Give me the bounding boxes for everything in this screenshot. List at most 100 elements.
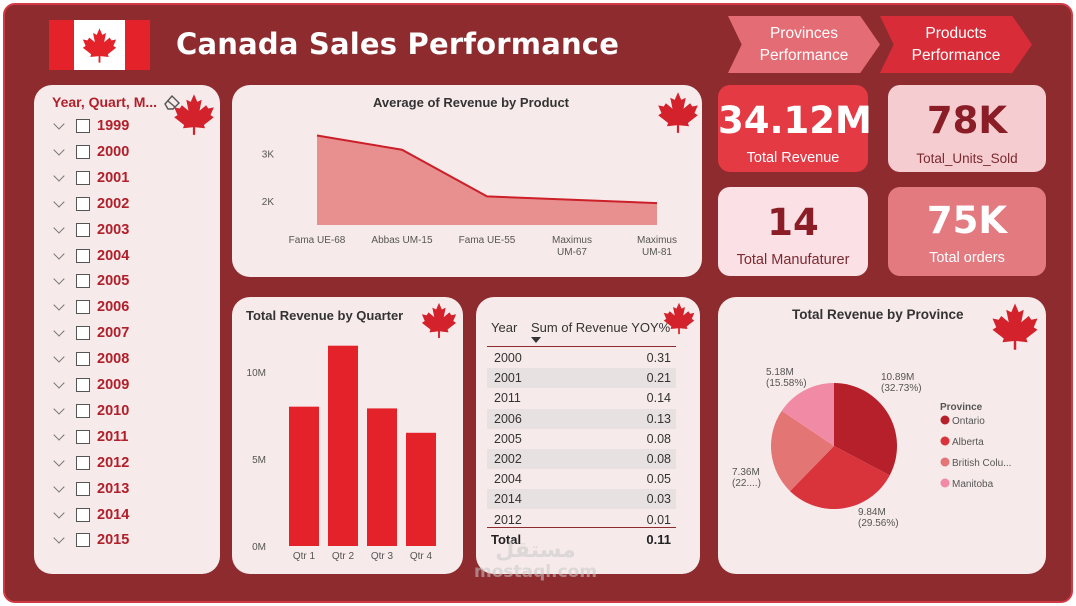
slicer-item-2000[interactable]: 2000 <box>52 142 129 162</box>
slicer-item-2004[interactable]: 2004 <box>52 246 129 266</box>
x-tick-label: UM-81 <box>642 247 672 258</box>
slicer-item-2015[interactable]: 2015 <box>52 530 129 550</box>
slicer-title: Year, Quart, M... <box>52 94 158 110</box>
chevron-down-icon[interactable] <box>52 223 66 237</box>
slicer-checkbox[interactable] <box>76 170 90 185</box>
table-cell-year: 2001 <box>494 371 522 386</box>
eraser-icon[interactable] <box>162 93 182 111</box>
x-tick-label: Qtr 1 <box>293 551 316 562</box>
avg-revenue-area-chart: 3K 2K Fama UE-68 Abbas UM-15 Fama UE-55 Maxim… <box>262 134 677 258</box>
chevron-down-icon[interactable] <box>52 274 66 288</box>
table-total-label: Total <box>491 532 522 547</box>
table-row[interactable]: 2002 0.08 <box>487 449 676 469</box>
nav-provinces-line2: Performance <box>759 46 849 64</box>
slicer-item-2009[interactable]: 2009 <box>52 375 129 395</box>
table-row[interactable]: 2004 0.05 <box>487 469 676 490</box>
slicer-item-2010[interactable]: 2010 <box>52 401 129 421</box>
chevron-down-icon[interactable] <box>52 352 66 366</box>
slicer-item-label: 2004 <box>97 247 130 264</box>
slicer-item-2007[interactable]: 2007 <box>52 323 129 343</box>
slicer-checkbox[interactable] <box>76 455 90 470</box>
slicer-checkbox[interactable] <box>76 144 90 159</box>
chevron-down-icon[interactable] <box>52 482 66 496</box>
slicer-checkbox[interactable] <box>76 222 90 237</box>
table-header-year[interactable]: Year <box>491 320 518 335</box>
table-cell-yoy: 0.31 <box>646 351 671 365</box>
slicer-item-label: 2000 <box>97 143 130 160</box>
table-row[interactable]: 2000 0.31 <box>487 348 676 368</box>
table-cell-yoy: 0.05 <box>646 472 671 487</box>
chevron-down-icon[interactable] <box>52 430 66 444</box>
chevron-down-icon[interactable] <box>52 326 66 340</box>
slicer-checkbox[interactable] <box>76 274 90 289</box>
bar-qtr-3 <box>367 408 397 546</box>
nav-products-line1: Products <box>925 24 987 42</box>
slicer-item-1999[interactable]: 1999 <box>52 116 129 136</box>
revenue-by-province-card: Total Revenue by Province Province 10.89M… <box>718 297 1046 574</box>
chevron-down-icon[interactable] <box>52 300 66 314</box>
chevron-down-icon[interactable] <box>52 197 66 211</box>
kpi-total-revenue: 34.12M Total Revenue <box>718 85 872 172</box>
chevron-down-icon[interactable] <box>52 533 66 547</box>
maple-leaf-icon <box>992 303 1038 350</box>
kpi-manufacturer-label: Total Manufaturer <box>736 252 850 268</box>
slicer-item-2012[interactable]: 2012 <box>52 453 129 473</box>
table-row[interactable]: 2005 0.08 <box>487 428 676 449</box>
chevron-down-icon[interactable] <box>52 119 66 133</box>
slicer-item-2013[interactable]: 2013 <box>52 479 129 499</box>
y-tick-label: 5M <box>252 455 266 466</box>
slicer-item-2003[interactable]: 2003 <box>52 220 129 240</box>
table-cell-yoy: 0.08 <box>646 452 671 466</box>
data-label-percent: (15.58%) <box>766 378 807 389</box>
legend-marker <box>940 436 950 446</box>
chevron-down-icon[interactable] <box>52 171 66 185</box>
slicer-checkbox[interactable] <box>76 378 90 392</box>
slicer-item-2014[interactable]: 2014 <box>52 505 129 525</box>
slicer-checkbox[interactable] <box>76 352 90 367</box>
table-row[interactable]: 2012 0.01 <box>487 509 676 530</box>
slicer-item-2006[interactable]: 2006 <box>52 297 129 317</box>
nav-provinces-performance-button[interactable]: Provinces Performance <box>728 16 880 73</box>
chevron-down-icon[interactable] <box>52 508 66 522</box>
chevron-down-icon[interactable] <box>52 456 66 470</box>
revenue-by-province-title: Total Revenue by Province <box>792 307 964 322</box>
slicer-checkbox[interactable] <box>76 481 90 496</box>
chevron-down-icon[interactable] <box>52 378 66 392</box>
slicer-item-2011[interactable]: 2011 <box>52 427 128 447</box>
data-label-percent: (29.56%) <box>858 518 899 529</box>
slicer-item-label: 2011 <box>97 428 129 445</box>
y-tick-label: 2K <box>262 197 275 208</box>
table-row[interactable]: 2001 0.21 <box>487 368 676 389</box>
slicer-item-2005[interactable]: 2005 <box>52 271 129 291</box>
slicer-checkbox[interactable] <box>76 533 90 548</box>
avg-revenue-card: Average of Revenue by Product 3K 2K Fama U… <box>232 85 702 277</box>
x-tick-label: Qtr 3 <box>371 551 394 562</box>
table-row[interactable]: 2014 0.03 <box>487 489 676 510</box>
slicer-checkbox[interactable] <box>76 507 90 522</box>
kpi-total-orders: 75K Total orders <box>888 187 1046 276</box>
chevron-down-icon[interactable] <box>52 404 66 418</box>
table-cell-year: 2002 <box>494 452 522 466</box>
slicer-checkbox[interactable] <box>76 196 90 211</box>
slicer-checkbox[interactable] <box>76 248 90 263</box>
slicer-checkbox[interactable] <box>76 403 90 418</box>
maple-leaf-icon <box>421 302 457 339</box>
slicer-item-label: 2005 <box>97 273 130 290</box>
slicer-checkbox[interactable] <box>76 300 90 315</box>
nav-products-performance-button[interactable]: Products Performance <box>880 16 1032 73</box>
slicer-item-2002[interactable]: 2002 <box>52 194 129 214</box>
chevron-down-icon[interactable] <box>52 249 66 263</box>
pie-slice-manitoba <box>781 383 834 446</box>
slicer-checkbox[interactable] <box>76 429 90 444</box>
slicer-item-2008[interactable]: 2008 <box>52 349 129 369</box>
slicer-item-2001[interactable]: 2001 <box>52 168 129 188</box>
legend-label: Manitoba <box>952 479 994 490</box>
slicer-checkbox[interactable] <box>76 119 90 133</box>
slicer-checkbox[interactable] <box>76 326 90 341</box>
table-header-revenue-yoy[interactable]: Sum of Revenue YOY% <box>531 320 671 335</box>
table-row[interactable]: 2011 0.14 <box>487 388 676 409</box>
legend-marker <box>940 457 950 467</box>
chevron-down-icon[interactable] <box>52 145 66 159</box>
table-row[interactable]: 2006 0.13 <box>487 408 676 429</box>
maple-leaf-icon <box>663 302 695 335</box>
